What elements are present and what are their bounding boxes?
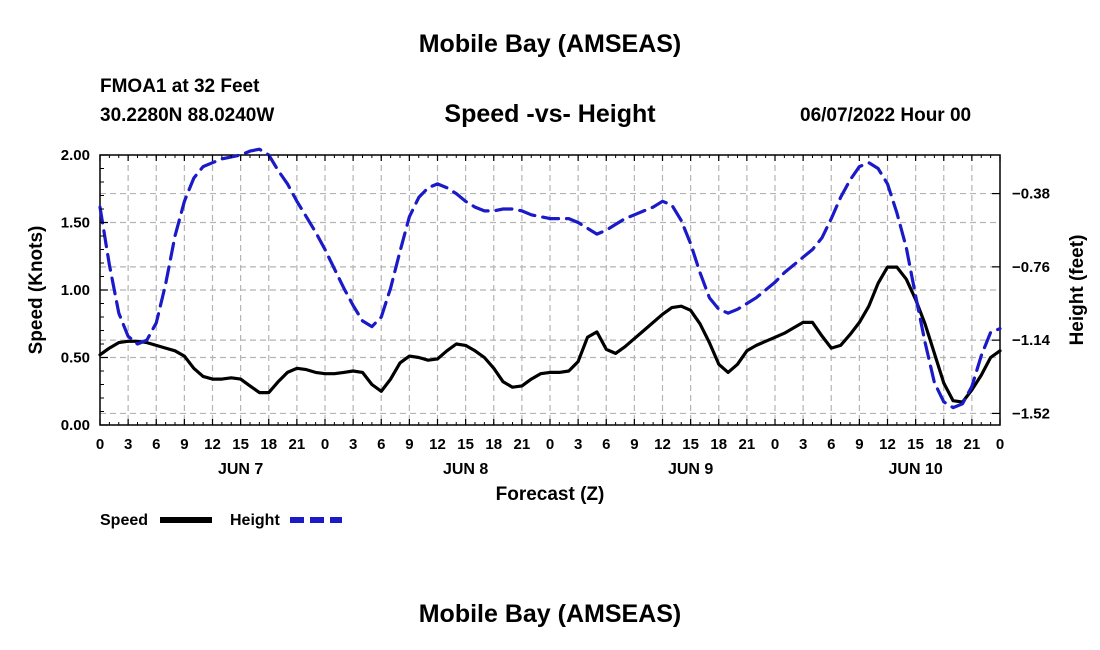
x-tick-label: 12 [654,436,671,453]
x-tick-label: 18 [935,436,952,453]
x-tick-label: 12 [429,436,446,453]
legend-label-speed: Speed [100,512,148,529]
x-tick-label: 6 [152,436,160,453]
x-tick-label: 3 [124,436,132,453]
x-tick-label: 15 [682,436,699,453]
y-left-tick-label: 0.00 [61,417,90,434]
x-tick-label: 18 [710,436,727,453]
y-right-tick-label: −1.52 [1012,405,1050,422]
y-right-tick-label: −0.76 [1012,259,1050,276]
station-label: FMOA1 at 32 Feet [100,76,260,97]
plot-subtitle: Speed -vs- Height [444,100,656,128]
y-left-axis-label: Speed (Knots) [26,226,47,355]
day-label: JUN 7 [218,461,263,478]
speed-series-line [98,265,1002,404]
x-tick-label: 0 [321,436,329,453]
coordinates-label: 30.2280N 88.0240W [100,105,275,126]
legend: Speed Height [100,512,342,529]
height-series-line [98,147,1002,410]
series-lines [98,147,1002,410]
x-tick-label: 18 [260,436,277,453]
x-tick-label: 12 [204,436,221,453]
x-tick-label: 15 [907,436,924,453]
x-tick-label: 9 [180,436,188,453]
axes: 0 3 6 9 12 15 18 21 0 3 6 9 12 15 18 21 0 3 6 9 12 15 18 21 0 3 6 9… [26,147,1088,505]
x-tick-label: 18 [485,436,502,453]
y-right-tick-label: −0.38 [1012,186,1050,203]
x-tick-label: 6 [602,436,610,453]
chart-title: Mobile Bay (AMSEAS) [418,30,682,58]
x-tick-label: 21 [739,436,756,453]
x-tick-label: 9 [855,436,863,453]
x-tick-label: 3 [349,436,357,453]
y-left-tick-label: 1.50 [61,215,90,232]
x-tick-label: 15 [232,436,249,453]
x-tick-label: 0 [96,436,104,453]
day-label: JUN 8 [443,461,488,478]
y-left-tick-label: 2.00 [61,147,90,164]
x-tick-label: 21 [289,436,306,453]
x-tick-label: 6 [377,436,385,453]
legend-label-height: Height [230,512,280,529]
x-tick-label: 3 [799,436,807,453]
x-tick-label: 0 [996,436,1004,453]
x-tick-label: 0 [546,436,554,453]
x-tick-label: 9 [630,436,638,453]
x-tick-label: 0 [771,436,779,453]
y-left-tick-label: 1.00 [61,282,90,299]
run-time-label: 06/07/2022 Hour 00 [800,105,972,126]
grid [100,155,1000,425]
x-tick-label: 6 [827,436,835,453]
x-tick-label: 12 [879,436,896,453]
x-tick-label: 3 [574,436,582,453]
x-axis-label: Forecast (Z) [496,484,605,505]
x-tick-label: 21 [964,436,981,453]
x-tick-label: 9 [405,436,413,453]
y-left-tick-label: 0.50 [61,350,90,367]
footer-title: Mobile Bay (AMSEAS) [418,600,682,628]
day-label: JUN 10 [889,461,943,478]
y-right-axis-label: Height (feet) [1067,235,1088,346]
y-right-tick-label: −1.14 [1012,332,1051,349]
x-tick-label: 21 [514,436,531,453]
day-label: JUN 9 [668,461,713,478]
x-tick-label: 15 [457,436,474,453]
